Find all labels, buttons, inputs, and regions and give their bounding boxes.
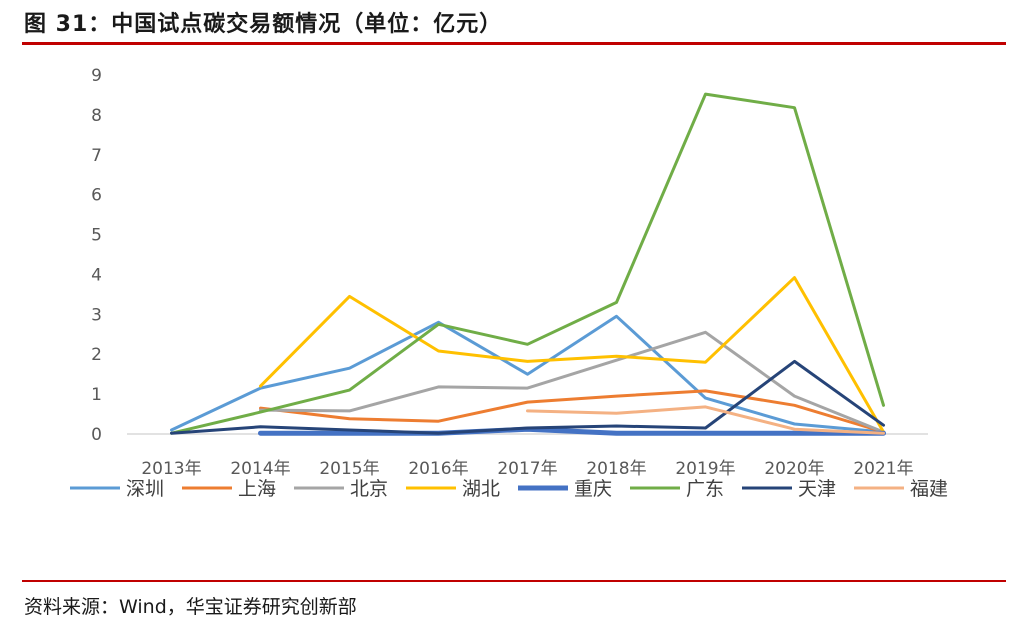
x-tick-label: 2019年 [675, 459, 735, 479]
legend-label: 深圳 [126, 478, 164, 500]
y-tick-label: 2 [91, 345, 102, 365]
series-line-1 [259, 389, 885, 434]
y-tick-label: 7 [91, 146, 102, 166]
x-tick-label: 2016年 [408, 459, 468, 479]
y-tick-label: 3 [91, 305, 102, 325]
x-axis-ticks: 2013年 2014年 2015年 2016年 2017年 2018年 2019年 2020年… [141, 459, 913, 479]
source-note: 资料来源：Wind，华宝证券研究创新部 [24, 596, 357, 618]
x-tick-label: 2014年 [230, 459, 290, 479]
series-line-4 [258, 426, 886, 436]
series-line-5 [170, 92, 885, 435]
y-tick-label: 8 [91, 106, 102, 126]
y-tick-label: 4 [91, 265, 102, 285]
bottom-divider [22, 580, 1006, 582]
legend-label: 重庆 [574, 478, 612, 500]
series-line-2 [259, 330, 885, 434]
legend-label: 福建 [910, 478, 948, 500]
y-tick-label: 9 [91, 66, 102, 86]
x-tick-label: 2018年 [586, 459, 646, 479]
legend-label: 湖北 [462, 478, 500, 500]
y-tick-label: 1 [91, 385, 102, 405]
legend-label: 上海 [238, 478, 276, 500]
legend-label: 北京 [350, 478, 388, 500]
x-tick-label: 2021年 [853, 459, 913, 479]
x-tick-label: 2013年 [141, 459, 201, 479]
x-tick-label: 2017年 [497, 459, 557, 479]
x-tick-label: 2020年 [764, 459, 824, 479]
line-chart: 0 1 2 3 4 5 6 7 8 9 2013年 2014年 2015年 2016年 2017年 2018… [70, 66, 948, 500]
series-line-0 [170, 314, 885, 434]
series-line-7 [526, 405, 885, 435]
y-tick-label: 5 [91, 226, 102, 246]
legend-label: 天津 [798, 478, 836, 500]
top-divider [22, 42, 1006, 45]
series-lines [170, 92, 886, 436]
y-tick-label: 6 [91, 186, 102, 206]
y-axis-ticks: 0 1 2 3 4 5 6 7 8 9 [91, 66, 102, 445]
x-tick-label: 2015年 [319, 459, 379, 479]
series-line-6 [170, 359, 885, 435]
chart-title: 图 31：中国试点碳交易额情况（单位：亿元） [24, 12, 503, 37]
legend-label: 广东 [686, 478, 724, 500]
chart-legend: 深圳 上海 北京 湖北 重庆 广东 天津 福建 [70, 478, 948, 500]
series-line-3 [259, 276, 885, 434]
y-tick-label: 0 [91, 425, 102, 445]
